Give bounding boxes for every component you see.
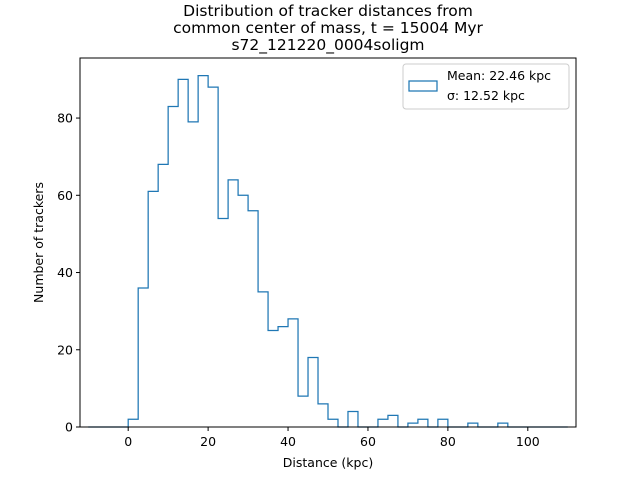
- plot-frame: [79, 57, 577, 428]
- x-tick-label: 20: [200, 434, 216, 449]
- legend-sigma-text: σ: 12.52 kpc: [447, 88, 525, 103]
- chart-title-line-1: Distribution of tracker distances from: [183, 2, 473, 20]
- y-tick-label: 60: [57, 188, 73, 203]
- x-tick-label: 0: [124, 434, 132, 449]
- y-axis-label: Number of trackers: [31, 182, 46, 303]
- x-axis-label: Distance (kpc): [283, 455, 373, 470]
- x-tick-label: 100: [516, 434, 540, 449]
- legend-mean-text: Mean: 22.46 kpc: [447, 68, 551, 83]
- x-axis-ticks: 0 20 40 60 80 100: [124, 427, 540, 449]
- y-tick-label: 0: [65, 420, 73, 435]
- y-tick-label: 20: [57, 342, 73, 357]
- histogram-step-series: [88, 74, 568, 428]
- y-axis-ticks: 0 20 40 60 80: [57, 111, 80, 435]
- legend: Mean: 22.46 kpc σ: 12.52 kpc: [402, 63, 570, 110]
- chart-title-line-3: s72_121220_0004soligm: [231, 36, 424, 55]
- x-tick-label: 80: [440, 434, 456, 449]
- y-tick-label: 40: [57, 265, 73, 280]
- x-tick-label: 60: [360, 434, 376, 449]
- legend-box: [402, 63, 570, 110]
- y-tick-label: 80: [57, 111, 73, 126]
- legend-swatch: [408, 80, 438, 92]
- x-tick-label: 40: [280, 434, 296, 449]
- chart-title-line-2: common center of mass, t = 15004 Myr: [173, 19, 483, 37]
